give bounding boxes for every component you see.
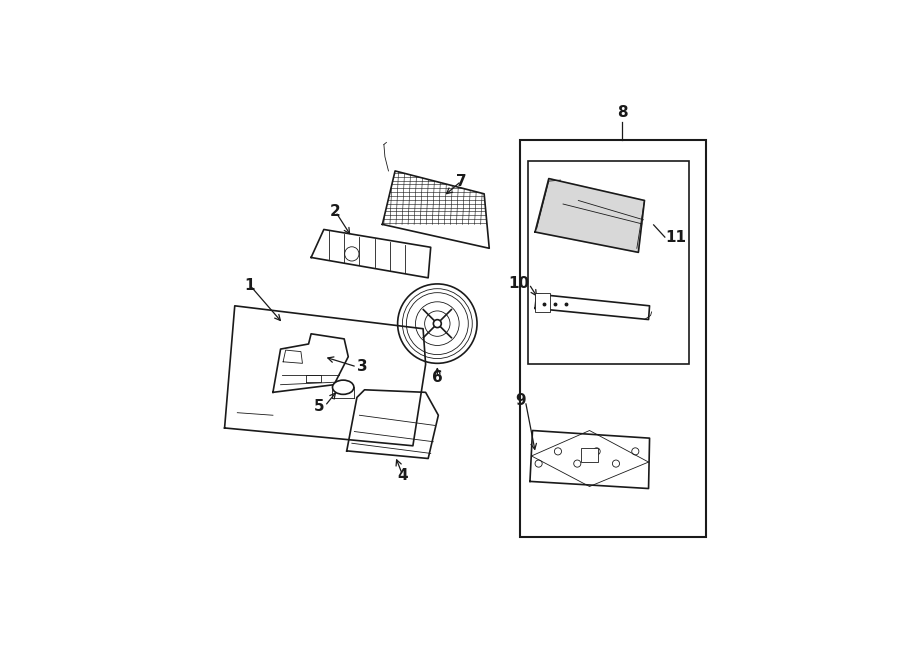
Polygon shape xyxy=(273,334,348,393)
Polygon shape xyxy=(311,229,431,278)
Polygon shape xyxy=(536,178,644,253)
Text: 5: 5 xyxy=(314,399,325,414)
Bar xyxy=(528,161,688,364)
Text: 1: 1 xyxy=(245,278,256,293)
Polygon shape xyxy=(225,306,426,446)
Text: 4: 4 xyxy=(398,468,408,483)
Bar xyxy=(520,140,706,537)
Text: 2: 2 xyxy=(330,204,341,219)
Bar xyxy=(535,293,550,313)
Polygon shape xyxy=(530,430,650,488)
Ellipse shape xyxy=(332,380,354,395)
Text: 3: 3 xyxy=(357,360,367,374)
Text: 11: 11 xyxy=(665,229,686,245)
Text: 8: 8 xyxy=(616,105,627,120)
Text: 7: 7 xyxy=(456,174,466,188)
Text: 9: 9 xyxy=(515,393,526,408)
Polygon shape xyxy=(346,390,438,459)
Bar xyxy=(580,447,598,462)
Text: 10: 10 xyxy=(508,276,529,292)
Text: 6: 6 xyxy=(432,369,443,385)
Polygon shape xyxy=(382,171,490,249)
Polygon shape xyxy=(536,294,650,319)
